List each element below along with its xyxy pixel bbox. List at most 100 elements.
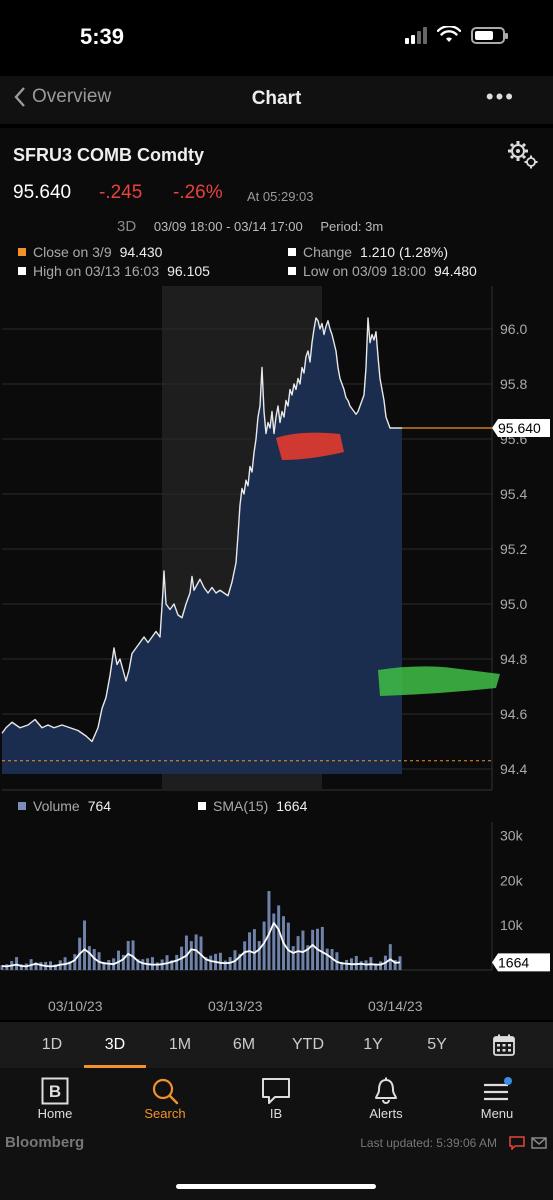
tab-menu-label: Menu <box>480 1106 514 1121</box>
volume-bar <box>320 926 324 970</box>
price-chart[interactable]: 96.095.895.695.495.295.094.894.694.495.6… <box>0 286 553 796</box>
volume-bar <box>354 956 358 970</box>
period-value: Period: 3m <box>320 219 384 234</box>
volume-bar <box>388 944 392 970</box>
chevron-left-icon <box>14 87 25 107</box>
home-b-icon: B <box>41 1077 69 1105</box>
volume-bar <box>141 959 145 970</box>
blue-square-icon <box>18 802 26 810</box>
price-tick-label: 95.0 <box>500 596 527 612</box>
search-icon <box>152 1078 179 1105</box>
volume-bar <box>92 949 96 970</box>
volume-bar <box>272 913 276 970</box>
sma-line <box>1 922 401 968</box>
period-row: 3D 03/09 18:00 - 03/14 17:00 Period: 3m <box>117 218 397 235</box>
volume-bar <box>131 940 135 970</box>
price-tick-label: 94.4 <box>500 761 527 777</box>
back-button[interactable]: Overview <box>14 86 111 108</box>
price-tick-label: 94.6 <box>500 706 527 722</box>
last-updated: Last updated: 5:39:06 AM <box>360 1136 497 1150</box>
white-square-icon <box>288 248 296 256</box>
range-1y[interactable]: 1Y <box>363 1036 383 1053</box>
legend-high: High on 03/13 16:03 96.105 <box>18 263 210 279</box>
date-range: 03/09 18:00 - 03/14 17:00 <box>153 219 303 234</box>
sma-label: SMA(15) <box>213 798 269 814</box>
volume-bar <box>262 921 266 970</box>
back-label: Overview <box>32 86 112 107</box>
range-1m[interactable]: 1M <box>168 1036 192 1053</box>
volume-bar <box>252 929 256 970</box>
volume-bar <box>73 954 77 970</box>
legend-change: Change 1.210 (1.28%) <box>288 244 448 260</box>
tab-ib[interactable]: IB <box>236 1076 316 1121</box>
percent-change: -.26% <box>173 182 223 203</box>
bell-icon <box>375 1077 397 1104</box>
tab-search[interactable]: Search <box>125 1076 205 1121</box>
legend-sma: SMA(15) 1664 <box>198 798 307 814</box>
home-indicator <box>176 1184 376 1189</box>
tab-home[interactable]: B Home <box>15 1076 95 1121</box>
volume-bar <box>15 957 19 970</box>
volume-bar <box>170 960 174 970</box>
wifi-icon <box>437 26 461 42</box>
more-button[interactable]: ••• <box>485 84 515 109</box>
white-square-icon <box>288 267 296 275</box>
tab-home-label: Home <box>37 1106 73 1121</box>
status-bar: 5:39 <box>0 0 553 76</box>
range-ytd[interactable]: YTD <box>292 1036 324 1053</box>
legend-change-value: 1.210 (1.28%) <box>360 244 448 260</box>
x-date-1: 03/10/23 <box>48 998 103 1014</box>
volume-bar <box>34 962 38 970</box>
price-tick-label: 95.8 <box>500 376 527 392</box>
volume-bar <box>155 962 159 970</box>
volume-bar <box>238 953 242 970</box>
tab-alerts[interactable]: Alerts <box>346 1076 426 1121</box>
mail-icon[interactable] <box>531 1136 547 1150</box>
volume-bar <box>199 936 203 970</box>
last-price-label: 95.640 <box>498 420 541 436</box>
volume-bar <box>19 964 23 970</box>
status-time: 5:39 <box>80 24 125 49</box>
volume-bar <box>53 964 57 970</box>
volume-bar <box>87 946 91 970</box>
range-6m[interactable]: 6M <box>232 1036 256 1053</box>
legend-low-value: 94.480 <box>434 263 477 279</box>
volume-label: Volume <box>33 798 80 814</box>
orange-square-icon <box>18 248 26 256</box>
price-area <box>2 318 402 774</box>
range-3d[interactable]: 3D <box>104 1036 126 1053</box>
volume-chart[interactable]: 30k 20k 10k 1664 <box>0 818 553 978</box>
footer: Bloomberg Last updated: 5:39:06 AM <box>0 1128 553 1200</box>
volume-bar <box>340 961 344 970</box>
svg-text:B: B <box>49 1082 61 1101</box>
volume-bar <box>218 952 222 970</box>
tab-menu[interactable]: Menu <box>457 1076 537 1121</box>
volume-bar <box>291 946 295 970</box>
chart-panel: SFRU3 COMB Comdty 95.640 -.245 -.26% At … <box>0 128 553 1020</box>
volume-bar <box>107 959 111 970</box>
volume-bar <box>209 955 213 970</box>
settings-gear-icon[interactable] <box>507 140 539 170</box>
nav-bar: Overview Chart ••• <box>0 76 553 124</box>
volume-bar <box>136 959 140 970</box>
tab-alerts-label: Alerts <box>369 1106 403 1121</box>
tab-ib-label: IB <box>269 1106 283 1121</box>
volume-bar <box>374 963 378 970</box>
volume-bar <box>68 961 72 970</box>
tab-search-label: Search <box>144 1106 186 1121</box>
volume-bar <box>267 891 271 970</box>
message-icon[interactable] <box>509 1136 525 1150</box>
page-title: Chart <box>251 88 302 109</box>
ticker-title: SFRU3 COMB Comdty <box>13 145 205 165</box>
footer-icons <box>509 1136 547 1150</box>
volume-bar <box>204 957 208 970</box>
price-tick-label: 94.8 <box>500 651 527 667</box>
legend-close-value: 94.430 <box>119 244 163 260</box>
volume-bar <box>296 936 300 970</box>
bloomberg-brand: Bloomberg <box>5 1134 85 1151</box>
range-1d[interactable]: 1D <box>41 1036 63 1053</box>
calendar-icon[interactable] <box>493 1034 515 1056</box>
volume-bar <box>0 965 4 970</box>
range-5y[interactable]: 5Y <box>427 1036 447 1053</box>
sma-value: 1664 <box>276 798 308 814</box>
